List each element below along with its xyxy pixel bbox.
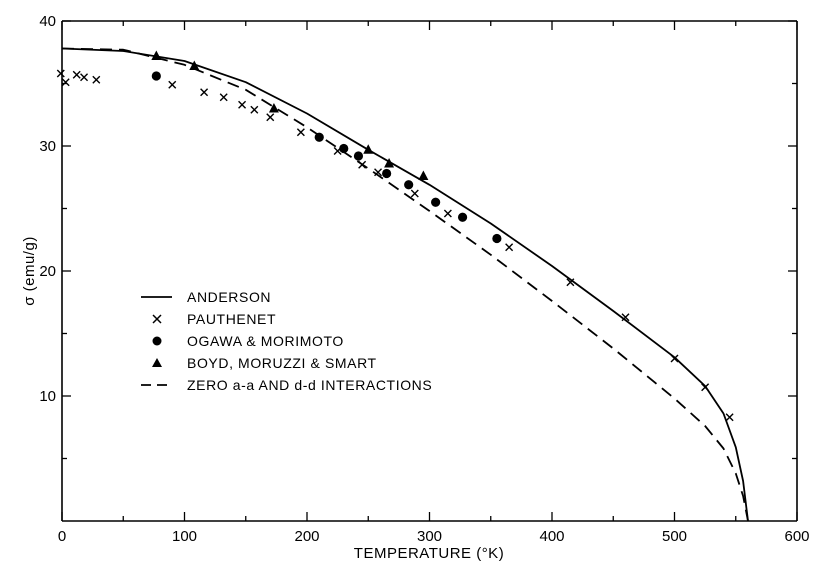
y-axis-title: σ (emu/g)	[21, 236, 38, 306]
series-pauthenet	[56, 69, 734, 422]
series-zero-a-a-and-d-d-interactions	[61, 47, 749, 522]
x-tick-label: 100	[172, 528, 197, 545]
x-marker-point	[250, 105, 259, 114]
triangle-marker-point	[189, 60, 200, 70]
triangle-marker-point	[418, 170, 429, 180]
x-tick-label: 300	[417, 528, 442, 545]
circle-marker-point	[353, 151, 364, 161]
x-marker-point	[200, 88, 209, 97]
legend-x-marker	[152, 314, 162, 324]
legend-item-zero-interactions: ZERO a-a AND d-d INTERACTIONS	[141, 377, 432, 393]
legend-label-boyd-moruzzi-smart: BOYD, MORUZZI & SMART	[187, 355, 377, 371]
x-marker-point	[725, 413, 734, 422]
legend-item-boyd-moruzzi-smart: BOYD, MORUZZI & SMART	[152, 355, 377, 371]
legend-item-anderson: ANDERSON	[141, 289, 271, 305]
x-marker-point	[410, 189, 419, 198]
x-marker-point	[266, 113, 275, 122]
legend-label-zero-interactions: ZERO a-a AND d-d INTERACTIONS	[187, 377, 432, 393]
x-marker-point	[670, 354, 679, 363]
ticks-layer: 0 100 200 300 400 500 600 10 20 30 40	[39, 13, 809, 545]
anderson-line	[61, 47, 749, 522]
x-marker-point	[296, 128, 305, 137]
x-marker-point	[566, 278, 575, 287]
series-layer	[56, 47, 749, 522]
legend-label-pauthenet: PAUTHENET	[187, 311, 276, 327]
triangle-marker-point	[363, 144, 374, 154]
y-tick-label: 30	[39, 138, 56, 155]
x-marker-point	[701, 383, 710, 392]
circle-marker-point	[382, 168, 392, 179]
x-marker-point	[72, 70, 81, 79]
x-marker-point	[443, 209, 452, 218]
legend-item-pauthenet: PAUTHENET	[152, 311, 276, 327]
legend-label-anderson: ANDERSON	[187, 289, 271, 305]
x-marker-point	[219, 93, 228, 102]
x-marker-point	[61, 78, 70, 87]
plot-frame	[61, 20, 798, 522]
x-tick-label: 500	[662, 528, 687, 545]
circle-marker-point	[404, 180, 414, 190]
legend-circle-marker	[152, 336, 162, 346]
x-marker-point	[92, 75, 101, 84]
x-marker-point	[80, 73, 89, 82]
x-tick-label: 400	[539, 528, 564, 545]
legend-triangle-marker	[152, 358, 162, 367]
y-tick-label: 20	[39, 263, 56, 280]
legend-item-ogawa-morimoto: OGAWA & MORIMOTO	[152, 333, 344, 349]
series-anderson	[61, 47, 749, 522]
x-tick-label: 200	[294, 528, 319, 545]
legend-label-ogawa-morimoto: OGAWA & MORIMOTO	[187, 333, 344, 349]
triangle-marker-point	[268, 103, 279, 113]
circle-marker-point	[151, 71, 161, 81]
y-tick-label: 10	[39, 388, 56, 405]
x-tick-label: 0	[58, 528, 66, 545]
x-marker-point	[505, 243, 514, 252]
y-tick-label: 40	[39, 13, 56, 30]
circle-marker-point	[492, 233, 502, 244]
series-ogawa-morimoto	[151, 71, 502, 244]
x-tick-label: 600	[784, 528, 809, 545]
legend: ANDERSON PAUTHENET OGAWA & MORIMOTO BOYD…	[141, 289, 432, 393]
triangle-marker-point	[384, 158, 395, 168]
x-marker-point	[168, 80, 177, 89]
x-marker-point	[56, 69, 65, 78]
x-marker-point	[238, 100, 247, 109]
x-axis-title: TEMPERATURE (°K)	[354, 545, 504, 562]
circle-marker-point	[431, 197, 441, 207]
x-marker-point	[621, 313, 630, 322]
circle-marker-point	[457, 212, 468, 222]
zero-a-a-and-d-d-interactions-line	[61, 47, 749, 522]
